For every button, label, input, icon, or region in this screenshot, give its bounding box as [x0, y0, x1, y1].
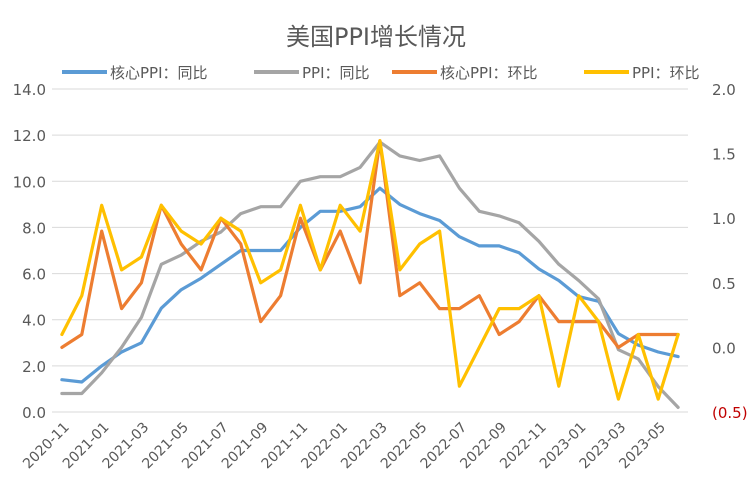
right-tick-label: (0.5) [712, 404, 748, 422]
left-tick-label: 12.0 [13, 127, 46, 145]
left-tick-label: 0.0 [22, 404, 46, 422]
left-y-axis: 0.0 2.0 4.0 6.0 8.0 10.0 12.0 14.0 [13, 81, 46, 422]
left-tick-label: 2.0 [22, 358, 46, 376]
legend-label: PPI：环比 [632, 64, 700, 82]
legend-label: 核心PPI：同比 [110, 64, 208, 82]
left-tick-label: 4.0 [22, 312, 46, 330]
series-lines [60, 139, 680, 409]
right-tick-label: 1.0 [712, 210, 736, 228]
left-tick-label: 10.0 [13, 173, 46, 191]
right-tick-label: 0.0 [712, 339, 736, 357]
gridlines [52, 88, 688, 413]
left-tick-label: 8.0 [22, 219, 46, 237]
series-line-2 [60, 140, 680, 409]
legend: 核心PPI：同比 PPI：同比 核心PPI：环比 PPI：环比 [62, 64, 700, 82]
series-line-3 [60, 139, 680, 349]
right-tick-label: 1.5 [712, 146, 736, 164]
series-line-1 [60, 186, 680, 384]
left-tick-label: 6.0 [22, 266, 46, 284]
left-tick-label: 14.0 [13, 81, 46, 99]
right-y-axis: (0.5) 0.0 0.5 1.0 1.5 2.0 [712, 81, 748, 422]
chart-title: 美国PPI增长情况 [286, 23, 466, 51]
legend-label: 核心PPI：环比 [440, 64, 538, 82]
x-axis: 2020-112021-012021-032021-052021-072021-… [20, 420, 669, 473]
series-line-4 [60, 139, 680, 401]
right-tick-label: 2.0 [712, 81, 736, 99]
right-tick-label: 0.5 [712, 275, 736, 293]
legend-label: PPI：同比 [302, 64, 370, 82]
